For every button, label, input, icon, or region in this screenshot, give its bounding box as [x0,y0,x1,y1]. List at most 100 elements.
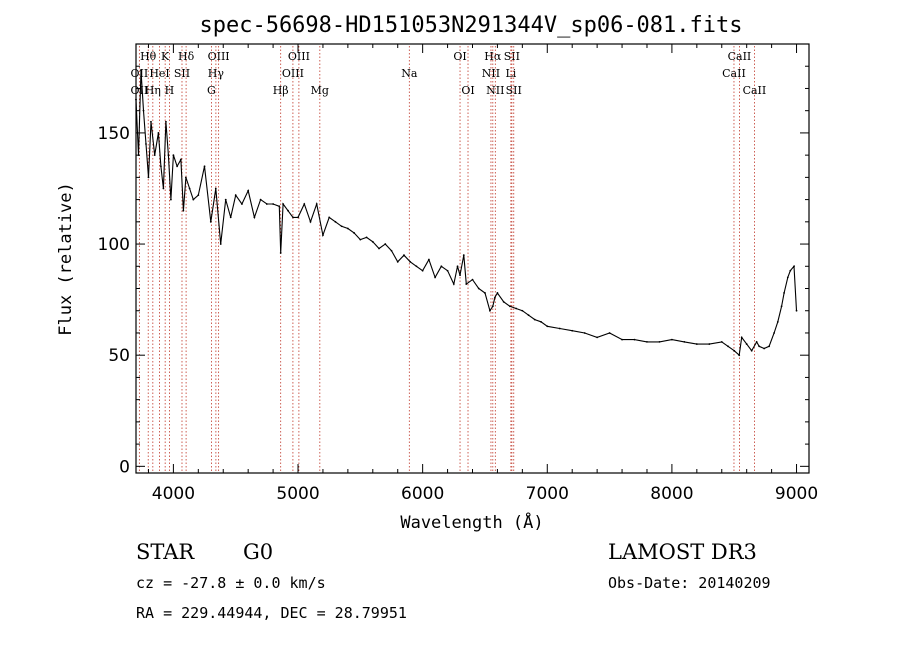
flux-data-point [359,238,362,241]
flux-data-point [783,292,785,294]
flux-data-point [182,209,185,212]
flux-data-point [546,325,549,328]
flux-data-point [621,338,623,341]
flux-data-point [403,254,405,257]
spectral-line-label: CaII [728,50,752,63]
flux-data-point [780,305,783,308]
flux-data-point [142,109,145,112]
flux-data-point [727,345,729,348]
flux-data-point [750,349,753,352]
spectral-line-label: Hγ [208,67,225,80]
axis-ticks: 4000 5000 6000 7000 8000 9000 0 50 100 150 [98,44,818,504]
flux-data-point [234,194,237,197]
spectral-line-label: Hα [484,50,502,63]
flux-data-point [214,187,217,190]
spectral-line-label: OIII [208,50,230,63]
y-tick-label: 150 [98,124,130,144]
flux-data-point [558,327,561,330]
flux-data-point [521,309,524,312]
flux-data-point [459,274,461,277]
x-tick-label: 8000 [650,484,693,504]
flux-data-point [160,165,162,168]
x-tick-label: 4000 [152,484,195,504]
flux-data-point [247,189,250,192]
flux-data-point [421,269,424,272]
flux-data-point [353,232,356,234]
chart-title: spec-56698-HD151053N291344V_sp06-081.fit… [199,13,742,38]
flux-data-point [763,347,766,350]
spectral-line-label: CaII [722,67,746,80]
flux-data-point [496,292,499,294]
flux-data-point [755,340,758,343]
flux-data-point [322,234,324,237]
spectral-line-label: NII [482,67,500,80]
flux-data-point [793,265,795,268]
survey-name: LAMOST DR3 [608,540,757,564]
flux-data-point [502,300,505,303]
flux-data-point [465,283,468,285]
spectral-line-label: G [207,84,216,97]
spectral-line-label: OIII [282,67,304,80]
flux-data-point [172,154,175,157]
flux-data-point [489,309,491,312]
x-tick-label: 9000 [775,484,818,504]
flux-data-point [145,143,147,145]
flux-data-point [633,338,636,341]
flux-data-point [583,332,586,334]
flux-series-line [135,70,798,357]
flux-data-point [427,258,430,261]
spectral-line-label: K [161,50,170,63]
flux-data-point [224,198,227,201]
object-subclass: G0 [243,540,273,564]
spectral-line-label: SII [504,50,520,63]
flux-data-point [452,283,455,285]
flux-data-point [415,265,418,268]
flux-data-point [279,252,282,254]
x-tick-label: 6000 [401,484,444,504]
flux-data-point [571,329,574,332]
spectral-line-label: Li [505,67,516,80]
flux-data-point [515,307,518,310]
spectral-line-label: OII [131,84,149,97]
spectral-line-label: Hη [145,84,161,97]
flux-data-point [608,332,611,334]
flux-data-point [786,276,789,279]
spectral-line-label: CaII [743,84,767,97]
flux-data-point [471,278,474,281]
series-layer [135,69,798,357]
flux-data-point [209,220,212,223]
flux-data-point [477,287,480,290]
object-class: STAR [136,540,195,564]
flux-data-point [259,198,262,201]
flux-data-point [229,216,232,219]
flux-data-point [533,318,536,321]
flux-data-point [758,345,761,348]
redshift-text: cz = -27.8 ± 0.0 km/s [136,574,326,592]
flux-data-point [434,276,437,279]
flux-data-point [390,249,393,252]
flux-data-point [169,198,172,201]
spectral-line-label: OI [453,50,466,63]
flux-data-point [157,132,160,134]
x-axis-label: Wavelength (Å) [400,511,543,533]
flux-data-point [396,260,399,263]
flux-data-point [184,176,187,179]
spectral-line-label: HeI [149,67,169,80]
flux-data-point [646,340,648,343]
flux-data-point [309,220,312,223]
spectral-line-label: Hβ [273,84,289,97]
flux-data-point [491,305,494,308]
flux-data-point [297,216,299,219]
flux-data-point [176,165,179,168]
flux-data-point [241,203,243,205]
flux-data-point [508,305,511,308]
spectral-line-label: NII [486,84,504,97]
flux-data-point [303,203,306,205]
spectral-line-label: SII [506,84,522,97]
flux-data-point [683,340,686,343]
flux-data-point [776,320,779,323]
flux-data-point [167,154,170,157]
flux-data-point [147,176,150,179]
flux-data-point [162,187,165,190]
x-tick-label: 5000 [276,484,319,504]
